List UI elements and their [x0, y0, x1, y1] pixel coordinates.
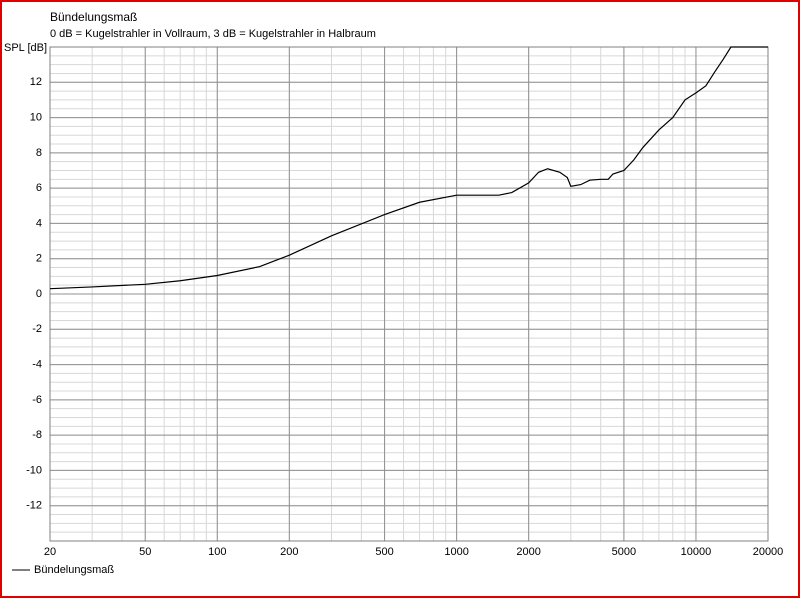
- x-tick-label: 500: [375, 546, 393, 558]
- y-tick-label: 8: [36, 147, 42, 159]
- x-tick-label: 100: [208, 546, 226, 558]
- legend-label: Bündelungsmaß: [34, 564, 114, 576]
- x-tick-label: 2000: [516, 546, 540, 558]
- y-tick-label: 6: [36, 182, 42, 194]
- y-tick-label: -12: [26, 500, 42, 512]
- chart-subtitle: 0 dB = Kugelstrahler in Vollraum, 3 dB =…: [50, 28, 376, 40]
- x-tick-label: 20000: [753, 546, 784, 558]
- y-tick-label: 10: [30, 111, 42, 123]
- data-line: [49, 46, 768, 290]
- y-tick-label: -2: [32, 323, 42, 335]
- y-tick-label: 12: [30, 76, 42, 88]
- y-tick-label: 4: [36, 217, 42, 229]
- plot-border: [49, 46, 769, 542]
- x-tick-label: 50: [139, 546, 151, 558]
- y-tick-label: -8: [32, 429, 42, 441]
- x-tick-label: 10000: [681, 546, 712, 558]
- y-tick-label: -4: [32, 358, 42, 370]
- y-tick-label: -6: [32, 394, 42, 406]
- y-tick-label: -10: [26, 464, 42, 476]
- x-tick-label: 1000: [444, 546, 468, 558]
- chart-title: Bündelungsmaß: [50, 10, 137, 24]
- x-tick-label: 200: [280, 546, 298, 558]
- y-axis-label: SPL [dB]: [4, 42, 47, 54]
- y-tick-label: 0: [36, 288, 42, 300]
- x-tick-label: 20: [44, 546, 56, 558]
- y-tick-label: 2: [36, 253, 42, 265]
- x-tick-label: 5000: [612, 546, 636, 558]
